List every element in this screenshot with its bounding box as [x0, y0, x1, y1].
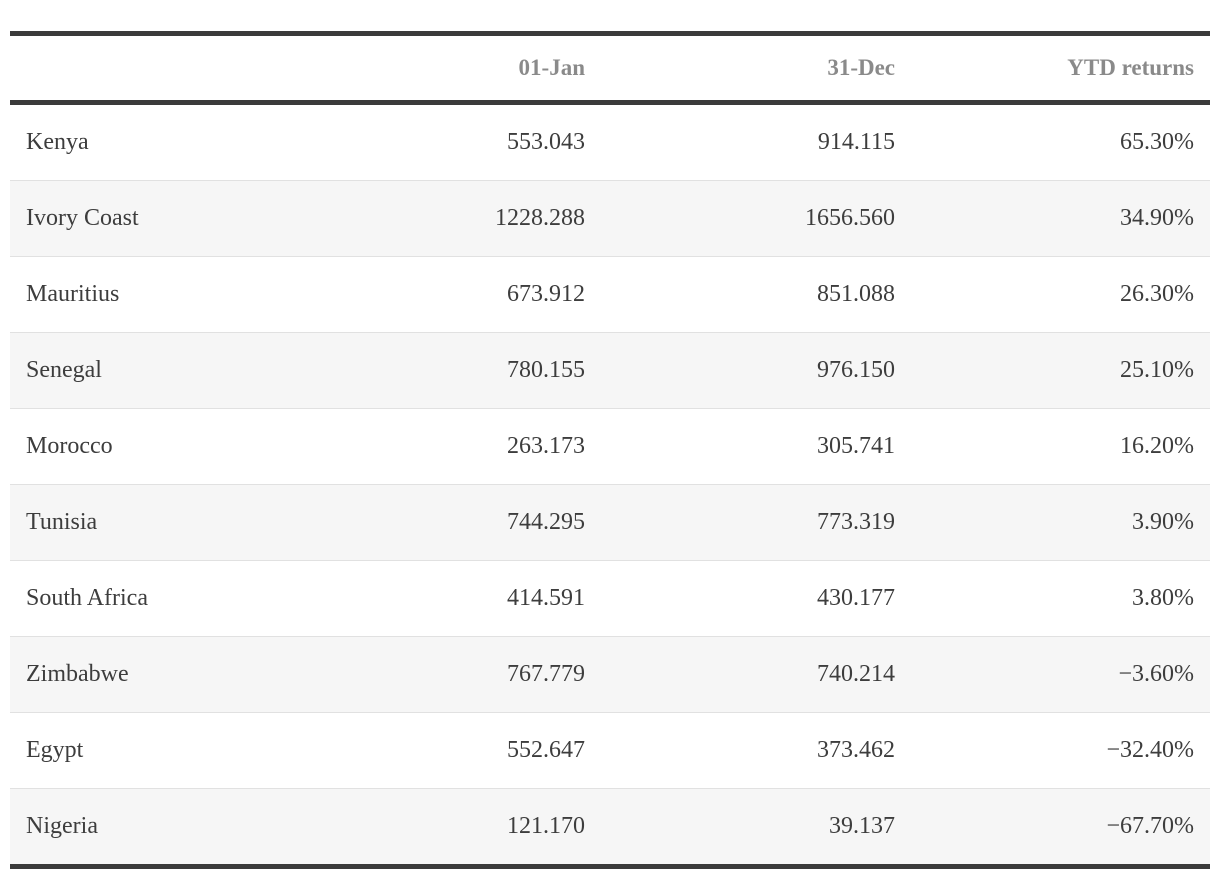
cell-value: 767.779 [507, 661, 585, 687]
cell-value: −3.60% [1118, 661, 1194, 687]
row-label: Kenya [26, 129, 89, 155]
cell-value: 414.591 [507, 585, 585, 611]
cell-value: 16.20% [1120, 433, 1194, 459]
col-header-country [10, 34, 301, 103]
cell-value: 373.462 [817, 737, 895, 763]
returns-table-container: 01-Jan 31-Dec YTD returns Kenya 553.043 91… [10, 31, 1210, 869]
table-header: 01-Jan 31-Dec YTD returns [10, 33, 1210, 103]
cell-value: 39.137 [829, 813, 895, 839]
table-row: South Africa 414.591 430.177 3.80% [10, 560, 1210, 637]
cell-value: 773.319 [817, 509, 895, 535]
row-label: Tunisia [26, 509, 98, 535]
table-row: Ivory Coast 1228.288 1656.560 34.90% [10, 180, 1210, 257]
table-row: Nigeria 121.170 39.137 −67.70% [10, 788, 1210, 867]
cell-value: 305.741 [817, 433, 895, 459]
row-label: Nigeria [26, 813, 98, 839]
cell-value: 740.214 [817, 661, 895, 687]
row-label: Senegal [26, 357, 102, 383]
header-row: 01-Jan 31-Dec YTD returns [10, 33, 1210, 103]
cell-value: 25.10% [1120, 357, 1194, 383]
cell-value: 780.155 [507, 357, 585, 383]
cell-value: 65.30% [1120, 129, 1194, 155]
cell-value: 976.150 [817, 357, 895, 383]
ytd-returns-table: 01-Jan 31-Dec YTD returns Kenya 553.043 91… [10, 31, 1210, 869]
row-label: Morocco [26, 433, 113, 459]
cell-value: 914.115 [817, 129, 895, 155]
cell-value: 263.173 [507, 433, 585, 459]
row-label: Zimbabwe [26, 661, 129, 687]
col-header-ytd-returns: YTD returns [1067, 55, 1194, 80]
col-header-dec31: 31-Dec [827, 55, 895, 80]
row-label: Mauritius [26, 281, 120, 307]
table-row: Mauritius 673.912 851.088 26.30% [10, 256, 1210, 333]
cell-value: −67.70% [1106, 813, 1194, 839]
cell-value: 1228.288 [495, 205, 585, 231]
cell-value: 851.088 [817, 281, 895, 307]
cell-value: 553.043 [507, 129, 585, 155]
table-row: Zimbabwe 767.779 740.214 −3.60% [10, 636, 1210, 713]
cell-value: −32.40% [1106, 737, 1194, 763]
cell-value: 744.295 [507, 509, 585, 535]
table-row: Senegal 780.155 976.150 25.10% [10, 332, 1210, 409]
cell-value: 552.647 [507, 737, 585, 763]
table-body: Kenya 553.043 914.115 65.30% Ivory Coast 1228… [10, 103, 1210, 867]
row-label: Ivory Coast [26, 205, 139, 231]
cell-value: 34.90% [1120, 205, 1194, 231]
cell-value: 121.170 [507, 813, 585, 839]
cell-value: 673.912 [507, 281, 585, 307]
col-header-jan01: 01-Jan [518, 55, 585, 80]
cell-value: 26.30% [1120, 281, 1194, 307]
table-row: Egypt 552.647 373.462 −32.40% [10, 712, 1210, 789]
table-row: Kenya 553.043 914.115 65.30% [10, 103, 1210, 181]
row-label: South Africa [26, 585, 148, 611]
table-row: Morocco 263.173 305.741 16.20% [10, 408, 1210, 485]
cell-value: 1656.560 [805, 205, 895, 231]
row-label: Egypt [26, 737, 84, 763]
cell-value: 430.177 [817, 585, 895, 611]
cell-value: 3.90% [1132, 509, 1194, 535]
table-row: Tunisia 744.295 773.319 3.90% [10, 484, 1210, 561]
cell-value: 3.80% [1132, 585, 1194, 611]
